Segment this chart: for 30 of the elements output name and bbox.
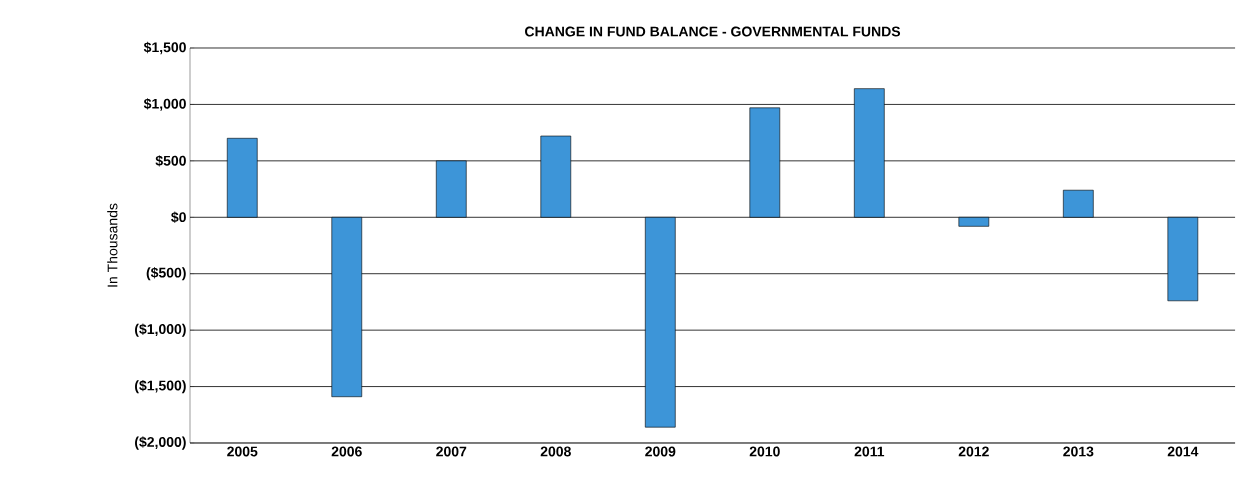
x-tick-label: 2012 [958, 446, 989, 457]
bar [854, 88, 885, 218]
x-tick-label: 2005 [227, 446, 258, 457]
x-tick-label: 2014 [1167, 446, 1199, 457]
bar [644, 216, 676, 428]
x-tick-label: 2010 [749, 446, 780, 457]
x-tick-label: 2011 [854, 446, 885, 457]
y-tick-label: ($1,500) [135, 379, 186, 394]
y-tick-label: $1,000 [143, 98, 186, 111]
x-tick-label: 2006 [331, 446, 362, 457]
bar [749, 107, 781, 218]
x-tick-label: 2007 [436, 446, 467, 457]
y-tick-label: ($2,000) [135, 436, 186, 450]
chart-title: CHANGE IN FUND BALANCE - GOVERNMENTAL FUNDS [525, 26, 901, 37]
x-tick-label: 2013 [1063, 446, 1094, 457]
y-tick-label: $500 [155, 155, 186, 167]
bar [331, 216, 363, 398]
y-tick-label: $1,500 [143, 41, 186, 55]
bar [540, 135, 572, 218]
bar [226, 137, 258, 218]
y-axis-title: In Thousands [107, 203, 118, 287]
bar [435, 160, 467, 218]
y-tick-label: ($500) [146, 267, 186, 281]
bar [1063, 189, 1094, 218]
y-tick-label: ($1,000) [135, 323, 186, 337]
bar [958, 216, 990, 227]
y-tick-label: $0 [171, 211, 186, 223]
x-tick-label: 2009 [645, 446, 676, 457]
bar [1167, 216, 1199, 302]
x-tick-label: 2008 [540, 446, 571, 457]
